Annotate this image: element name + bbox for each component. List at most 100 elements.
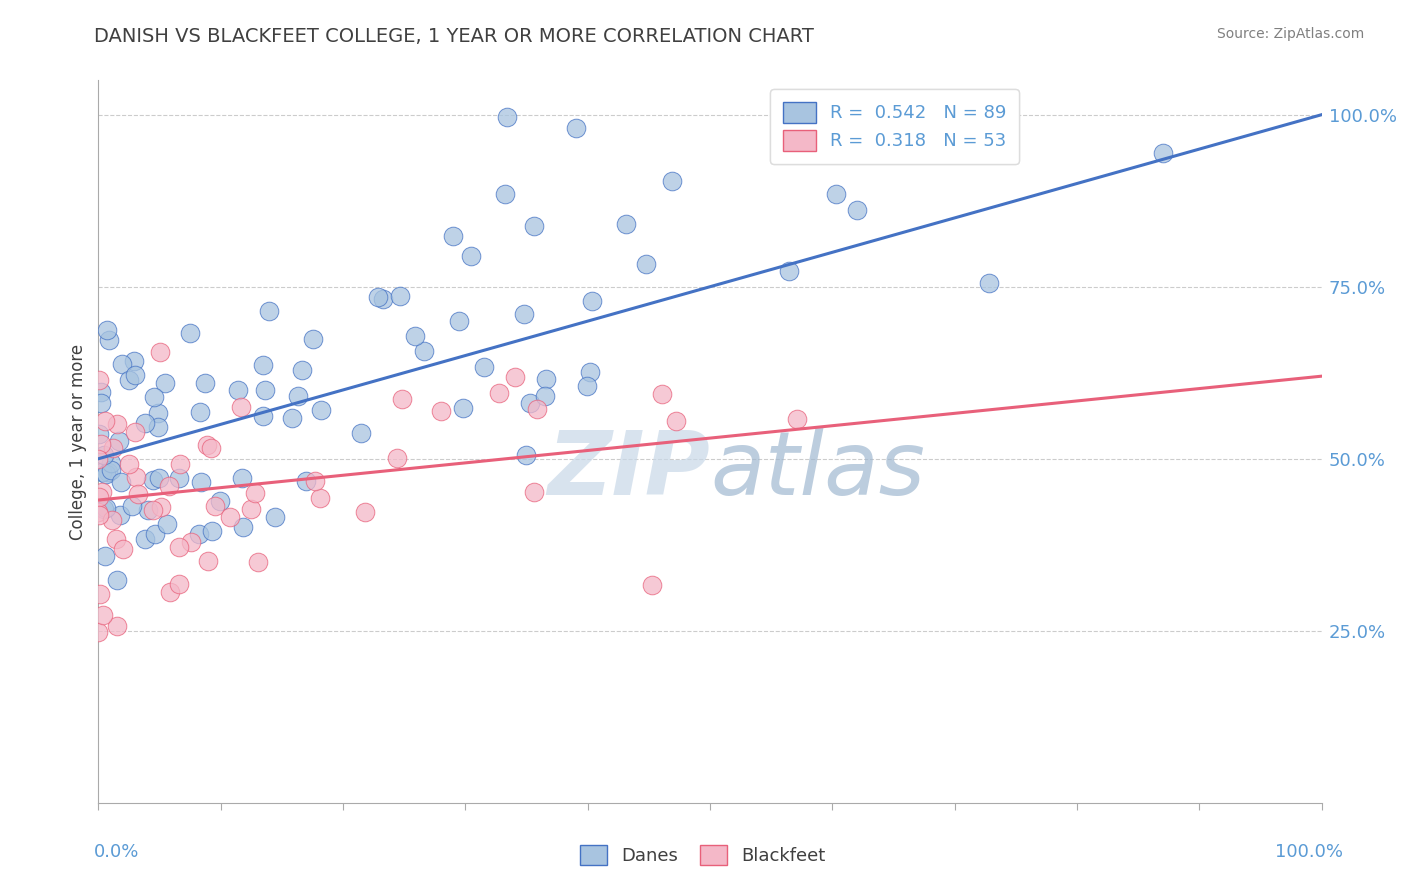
Y-axis label: College, 1 year or more: College, 1 year or more xyxy=(69,343,87,540)
Text: DANISH VS BLACKFEET COLLEGE, 1 YEAR OR MORE CORRELATION CHART: DANISH VS BLACKFEET COLLEGE, 1 YEAR OR M… xyxy=(94,27,814,45)
Point xyxy=(204,499,226,513)
Point xyxy=(188,527,211,541)
Point xyxy=(94,467,117,481)
Point xyxy=(295,475,318,489)
Point xyxy=(108,434,131,448)
Point xyxy=(91,484,114,499)
Point xyxy=(515,448,537,462)
Point xyxy=(150,500,173,514)
Point xyxy=(122,354,145,368)
Point xyxy=(778,264,800,278)
Point xyxy=(89,587,111,601)
Point xyxy=(309,403,332,417)
Point xyxy=(105,573,128,587)
Point xyxy=(169,458,191,472)
Point xyxy=(387,450,409,465)
Point xyxy=(977,133,1000,147)
Point xyxy=(146,406,169,420)
Point xyxy=(91,465,114,479)
Point xyxy=(354,506,377,520)
Point xyxy=(257,304,280,318)
Point xyxy=(125,470,148,484)
Point xyxy=(575,379,598,393)
Point xyxy=(846,202,869,217)
Point xyxy=(534,389,557,403)
Point xyxy=(100,514,122,528)
Point xyxy=(94,413,117,427)
Point xyxy=(148,471,170,485)
Point xyxy=(90,395,112,409)
Point xyxy=(90,385,112,400)
Point xyxy=(100,463,122,477)
Point xyxy=(651,386,673,401)
Point xyxy=(391,392,413,407)
Point xyxy=(149,344,172,359)
Point xyxy=(124,425,146,439)
Point xyxy=(118,373,141,387)
Point xyxy=(447,314,470,328)
Point xyxy=(153,376,176,390)
Point xyxy=(389,289,412,303)
Point xyxy=(200,441,222,455)
Point xyxy=(111,357,134,371)
Point xyxy=(614,218,637,232)
Point xyxy=(90,437,112,451)
Point xyxy=(141,503,163,517)
Point xyxy=(156,516,179,531)
Point xyxy=(159,585,181,599)
Point xyxy=(218,510,240,524)
Point xyxy=(143,390,166,404)
Point xyxy=(103,441,125,455)
Point xyxy=(201,524,224,539)
Point xyxy=(87,624,110,639)
Point xyxy=(97,465,120,479)
Point xyxy=(665,414,688,428)
Point xyxy=(100,456,122,470)
Point xyxy=(243,486,266,500)
Point xyxy=(534,371,557,385)
Point xyxy=(136,503,159,517)
Point xyxy=(494,186,516,201)
Point xyxy=(350,425,373,440)
Point xyxy=(179,326,201,340)
Point xyxy=(412,343,434,358)
Point xyxy=(301,332,323,346)
Text: Source: ZipAtlas.com: Source: ZipAtlas.com xyxy=(1216,27,1364,41)
Point xyxy=(157,479,180,493)
Point xyxy=(519,396,541,410)
Point xyxy=(513,307,536,321)
Point xyxy=(87,490,110,504)
Point xyxy=(496,110,519,124)
Point xyxy=(523,484,546,499)
Text: ZIP: ZIP xyxy=(547,427,710,514)
Point xyxy=(308,491,330,506)
Point xyxy=(107,417,129,431)
Point xyxy=(246,555,269,569)
Point xyxy=(229,401,252,415)
Point xyxy=(523,219,546,234)
Point xyxy=(97,334,120,348)
Point xyxy=(636,257,658,271)
Point xyxy=(142,473,165,487)
Point xyxy=(94,549,117,563)
Point xyxy=(180,535,202,549)
Point xyxy=(195,438,218,452)
Point xyxy=(121,499,143,513)
Text: atlas: atlas xyxy=(710,427,925,514)
Point xyxy=(252,359,274,373)
Point xyxy=(105,618,128,632)
Point xyxy=(581,293,603,308)
Text: 0.0%: 0.0% xyxy=(94,843,139,861)
Point xyxy=(239,502,262,516)
Point xyxy=(825,187,848,202)
Point xyxy=(977,277,1000,291)
Legend: R =  0.542   N = 89, R =  0.318   N = 53: R = 0.542 N = 89, R = 0.318 N = 53 xyxy=(770,89,1019,163)
Point xyxy=(264,509,287,524)
Point xyxy=(87,373,110,387)
Point xyxy=(226,383,249,397)
Point xyxy=(304,475,326,489)
Point xyxy=(143,526,166,541)
Point xyxy=(405,329,427,343)
Point xyxy=(134,532,156,546)
Point xyxy=(110,475,132,490)
